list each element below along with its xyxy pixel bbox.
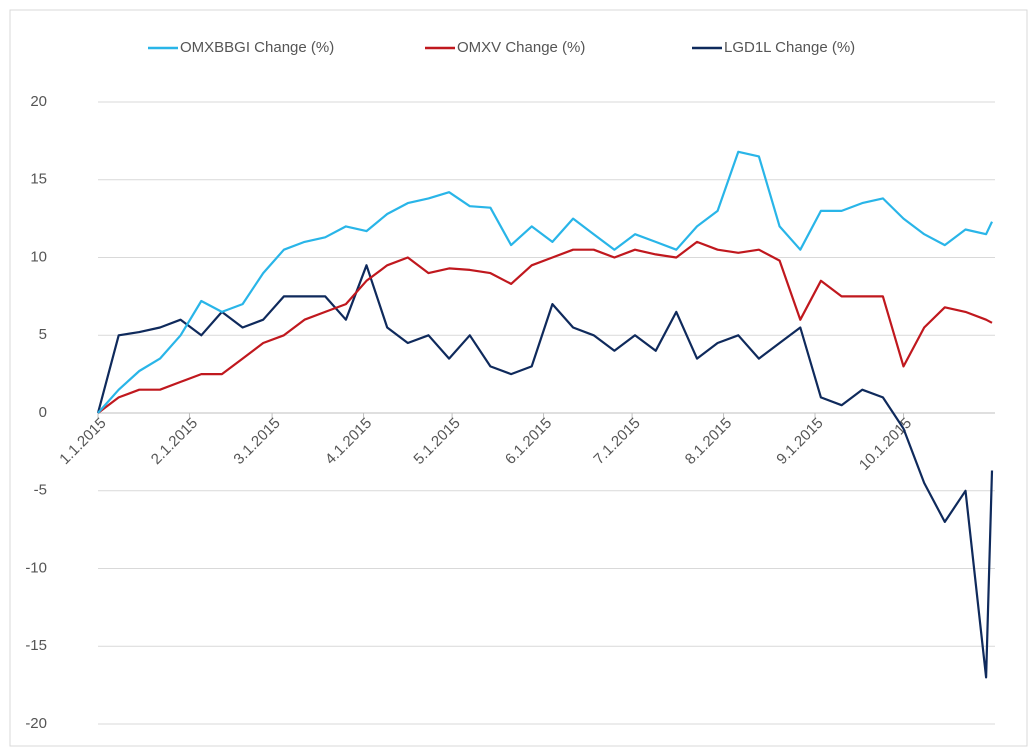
y-tick-label: 15 (30, 171, 47, 188)
y-tick-label: -20 (25, 715, 47, 732)
legend-label: LGD1L Change (%) (724, 39, 855, 56)
y-tick-label: 10 (30, 248, 47, 265)
y-tick-label: -15 (25, 637, 47, 654)
y-tick-label: 0 (39, 404, 47, 421)
y-tick-label: -10 (25, 559, 47, 576)
y-tick-label: -5 (34, 482, 47, 499)
legend-label: OMXBBGI Change (%) (180, 39, 334, 56)
y-tick-label: 5 (39, 326, 47, 343)
series-line (96, 264, 994, 679)
series-line (97, 240, 993, 414)
legend-label: OMXV Change (%) (457, 39, 585, 56)
series-line (97, 150, 993, 414)
y-tick-label: 20 (30, 93, 47, 110)
chart-frame (9, 9, 1028, 747)
